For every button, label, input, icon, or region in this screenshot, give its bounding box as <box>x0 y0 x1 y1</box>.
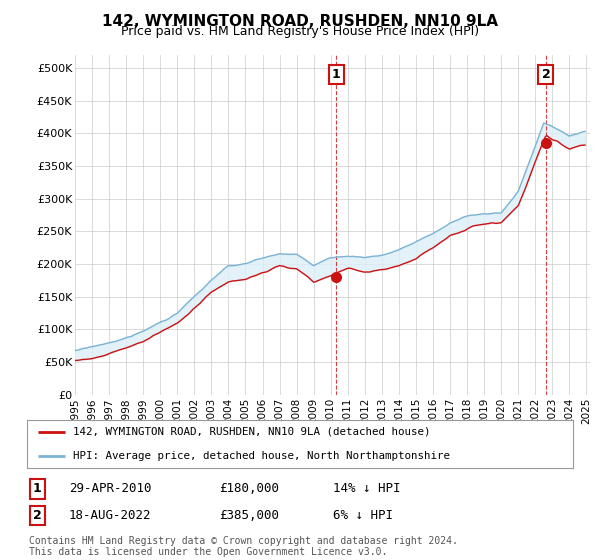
Text: £180,000: £180,000 <box>219 482 279 496</box>
Text: 1: 1 <box>332 68 341 81</box>
Text: £385,000: £385,000 <box>219 508 279 522</box>
Text: HPI: Average price, detached house, North Northamptonshire: HPI: Average price, detached house, Nort… <box>73 451 451 461</box>
Text: 29-APR-2010: 29-APR-2010 <box>69 482 151 496</box>
Text: 142, WYMINGTON ROAD, RUSHDEN, NN10 9LA (detached house): 142, WYMINGTON ROAD, RUSHDEN, NN10 9LA (… <box>73 427 431 437</box>
Text: Price paid vs. HM Land Registry's House Price Index (HPI): Price paid vs. HM Land Registry's House … <box>121 25 479 38</box>
Text: 14% ↓ HPI: 14% ↓ HPI <box>333 482 401 496</box>
Text: 6% ↓ HPI: 6% ↓ HPI <box>333 508 393 522</box>
Text: Contains HM Land Registry data © Crown copyright and database right 2024.
This d: Contains HM Land Registry data © Crown c… <box>29 535 458 557</box>
Text: 2: 2 <box>542 68 550 81</box>
Text: 142, WYMINGTON ROAD, RUSHDEN, NN10 9LA: 142, WYMINGTON ROAD, RUSHDEN, NN10 9LA <box>102 14 498 29</box>
Text: 18-AUG-2022: 18-AUG-2022 <box>69 508 151 522</box>
Text: 1: 1 <box>33 482 41 496</box>
Text: 2: 2 <box>33 508 41 522</box>
